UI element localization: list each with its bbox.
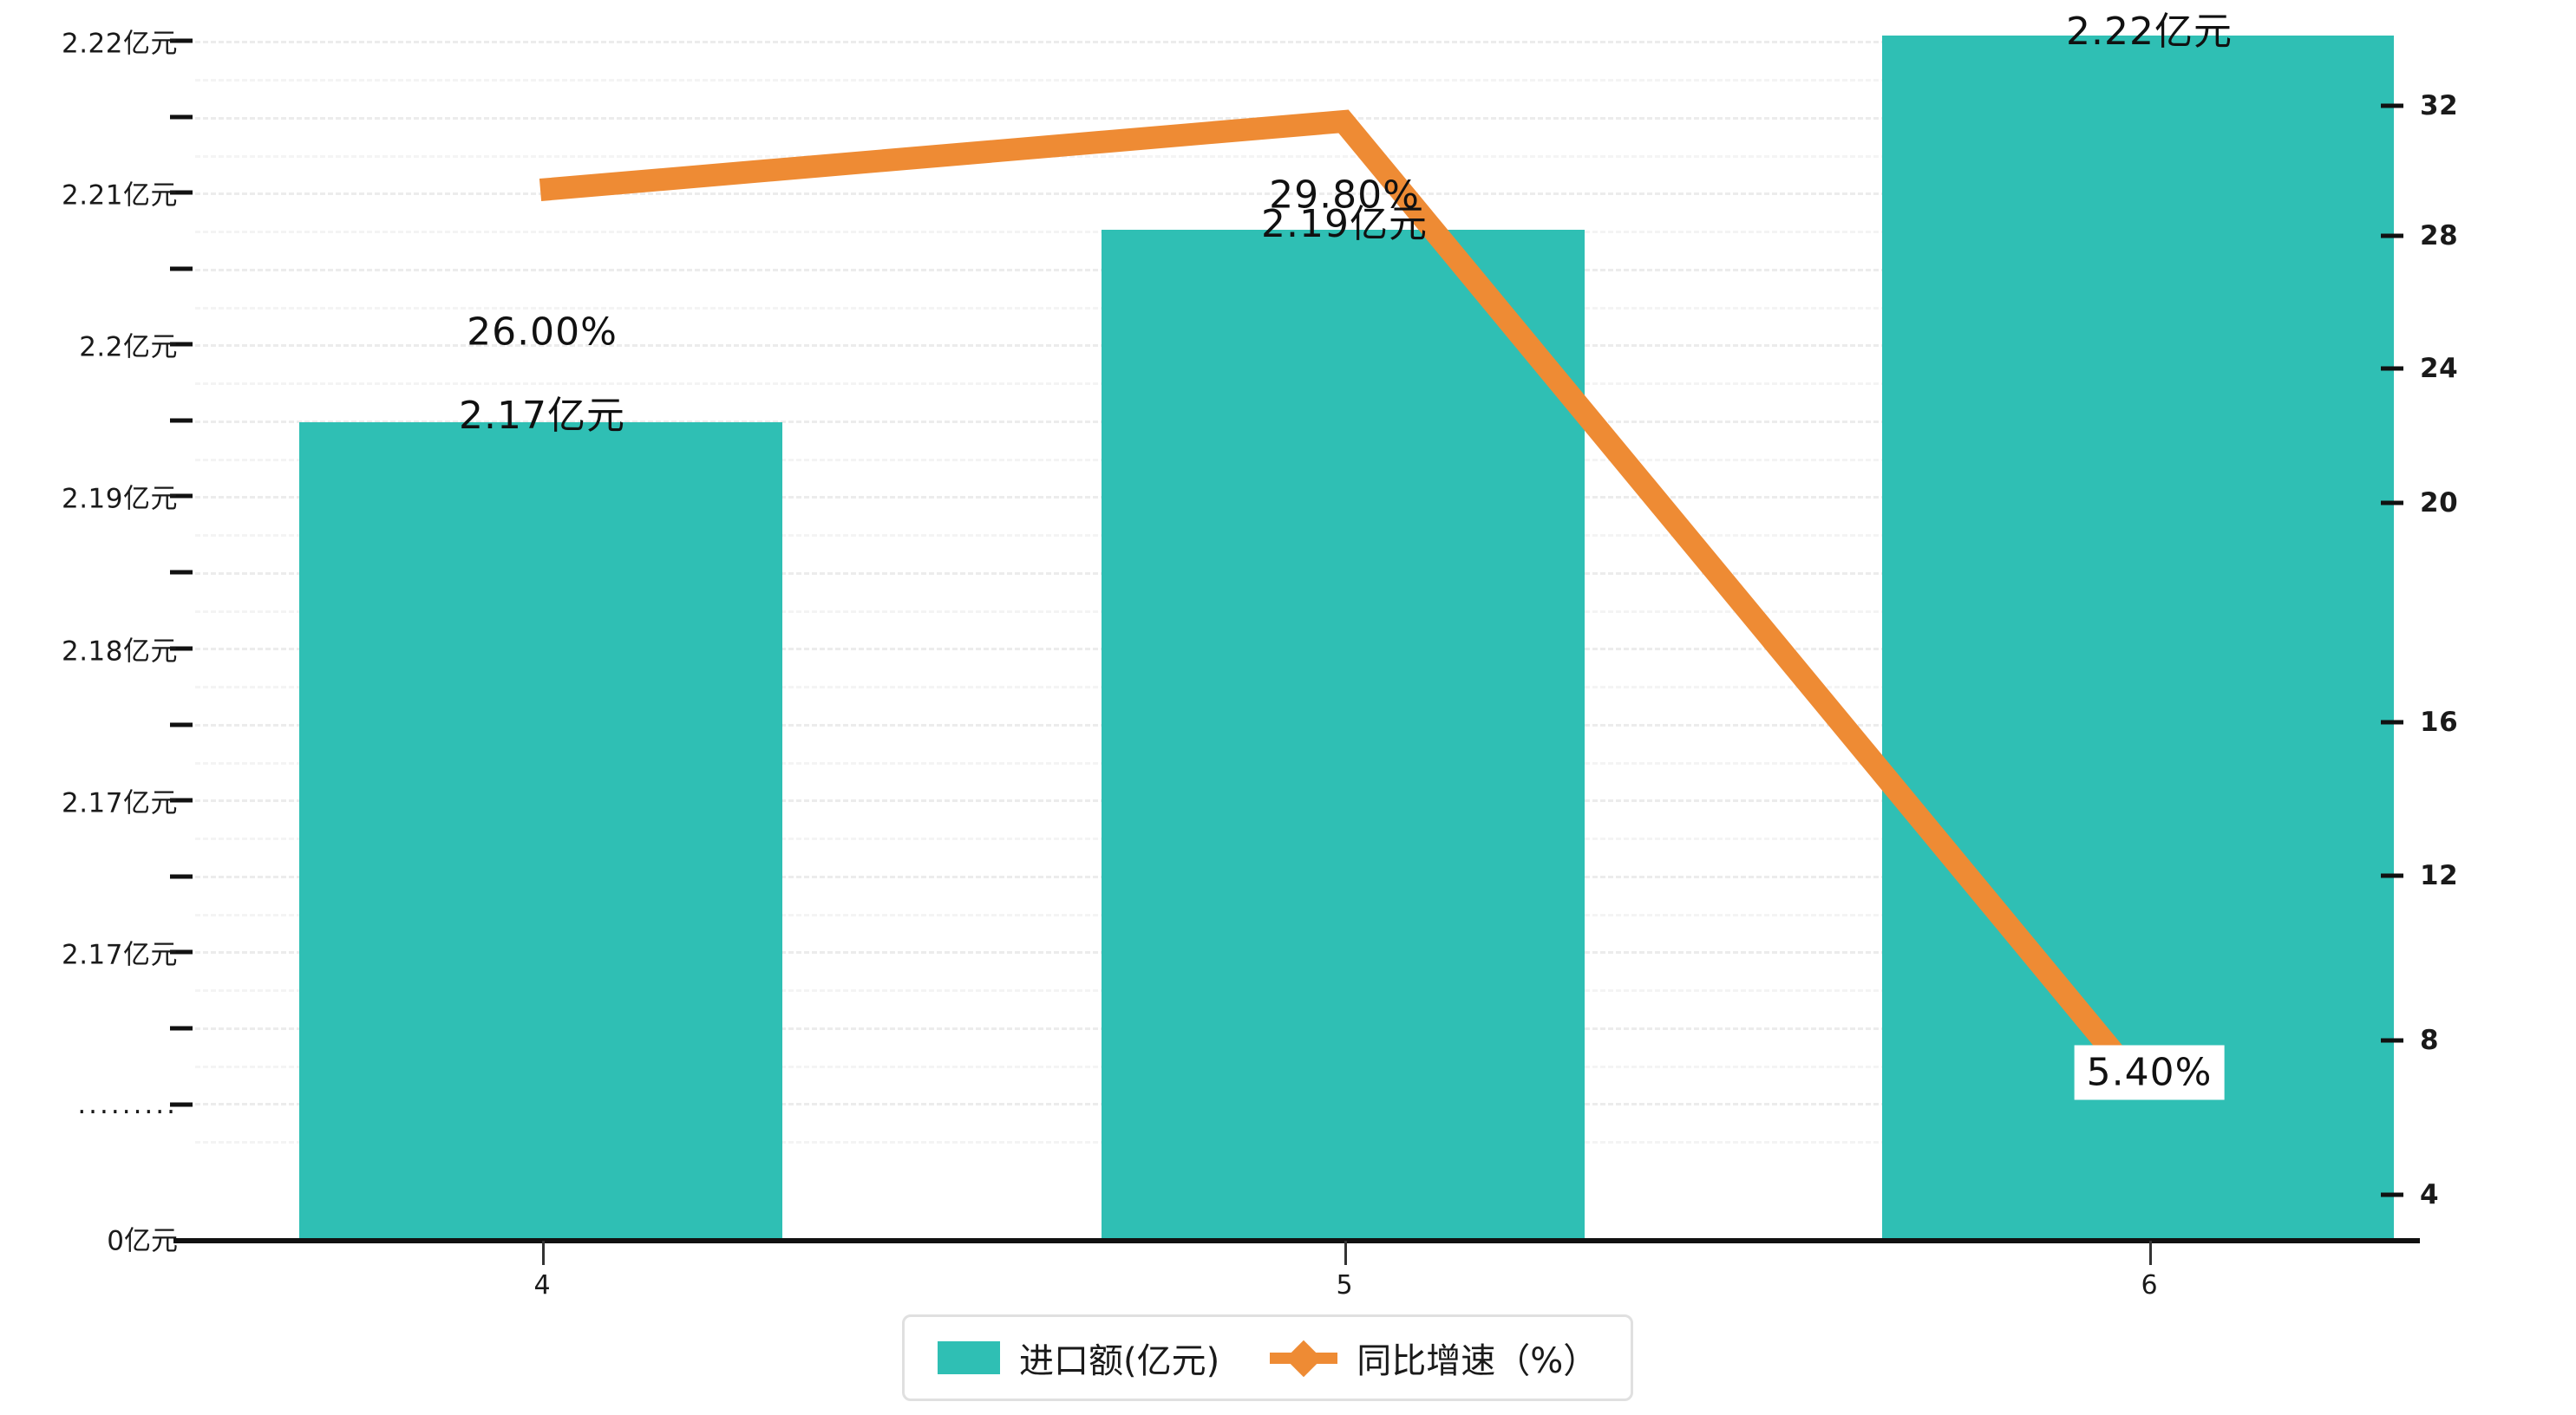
plot-area bbox=[195, 17, 2394, 1240]
left-axis-tick-label-3: 2.19亿元 bbox=[61, 483, 178, 515]
bar-value-label-2: 2.22亿元 bbox=[2066, 10, 2233, 54]
line-series-growth bbox=[539, 109, 2156, 1100]
x-axis-line bbox=[173, 1238, 2420, 1243]
right-tick-dash bbox=[2381, 720, 2403, 725]
legend-bar-swatch-icon bbox=[938, 1341, 1000, 1374]
x-axis-tick-label-1: 5 bbox=[1336, 1270, 1353, 1301]
bar-value-label-1: 2.19亿元 bbox=[1261, 202, 1428, 246]
right-axis-tick-label-32: 32 bbox=[2420, 90, 2459, 121]
left-axis-tick-label-1: 2.21亿元 bbox=[61, 179, 178, 212]
right-axis-tick-label-16: 16 bbox=[2420, 707, 2459, 738]
left-tick-dash bbox=[170, 949, 193, 955]
left-tick-dash bbox=[170, 342, 193, 347]
left-tick-dash bbox=[170, 798, 193, 803]
right-tick-dash bbox=[2381, 1038, 2403, 1043]
right-tick-dash bbox=[2381, 500, 2403, 505]
left-axis-tick-label-4: 2.18亿元 bbox=[61, 636, 178, 668]
right-tick-dash bbox=[2381, 366, 2403, 371]
right-tick-dash bbox=[2381, 1192, 2403, 1197]
left-axis-tick-label-7-ellipsis: ......... bbox=[77, 1089, 178, 1120]
legend-label-import: 进口额(亿元) bbox=[1019, 1341, 1220, 1381]
gridline-major bbox=[195, 41, 2394, 43]
left-axis-tick-label-2: 2.2亿元 bbox=[79, 331, 178, 363]
left-tick-dash bbox=[170, 1102, 193, 1107]
bar-series-import-0[interactable] bbox=[299, 422, 782, 1240]
right-axis-tick-label-12: 12 bbox=[2420, 860, 2459, 891]
right-tick-dash bbox=[2381, 873, 2403, 878]
bar-series-import-1[interactable] bbox=[1102, 230, 1585, 1240]
line-value-label-1: 29.80% bbox=[1269, 173, 1420, 218]
chart-legend: 进口额(亿元) 同比增速（%） bbox=[902, 1314, 1634, 1401]
gridline-minor bbox=[195, 79, 2394, 82]
x-tick-mark bbox=[1344, 1241, 1347, 1265]
x-tick-mark bbox=[2149, 1241, 2152, 1265]
right-axis-tick-label-28: 28 bbox=[2420, 220, 2459, 251]
left-tick-dash bbox=[170, 722, 193, 727]
x-axis-tick-label-0: 4 bbox=[533, 1270, 551, 1301]
left-axis-tick-label-6: 2.17亿元 bbox=[61, 939, 178, 971]
left-tick-dash bbox=[170, 646, 193, 651]
line-value-label-0: 26.00% bbox=[467, 310, 618, 355]
legend-item-growth[interactable]: 同比增速（%） bbox=[1270, 1333, 1598, 1383]
left-axis-tick-label-0: 2.22亿元 bbox=[61, 28, 178, 60]
gridline-minor bbox=[195, 155, 2394, 158]
x-axis-tick-label-2: 6 bbox=[2141, 1270, 2158, 1301]
line-value-label-2: 5.40% bbox=[2074, 1045, 2225, 1100]
x-tick-mark bbox=[542, 1241, 545, 1265]
bar-value-label-0: 2.17亿元 bbox=[459, 394, 625, 438]
right-axis-tick-label-24: 24 bbox=[2420, 353, 2459, 384]
right-axis-tick-label-8: 8 bbox=[2420, 1025, 2440, 1056]
left-tick-dash bbox=[170, 418, 193, 423]
left-tick-dash bbox=[170, 493, 193, 499]
legend-label-growth: 同比增速（%） bbox=[1357, 1341, 1599, 1381]
left-tick-dash bbox=[170, 190, 193, 195]
left-tick-dash bbox=[170, 570, 193, 575]
left-tick-dash bbox=[170, 874, 193, 879]
right-axis-tick-label-20: 20 bbox=[2420, 487, 2459, 518]
gridline-major bbox=[195, 192, 2394, 195]
legend-line-diamond-icon bbox=[1270, 1340, 1338, 1378]
right-tick-dash bbox=[2381, 103, 2403, 108]
right-tick-dash bbox=[2381, 233, 2403, 238]
left-axis-tick-label-5: 2.17亿元 bbox=[61, 787, 178, 819]
legend-item-import[interactable]: 进口额(亿元) bbox=[938, 1333, 1219, 1383]
left-tick-dash bbox=[170, 38, 193, 43]
left-axis-zero-label: 0亿元 bbox=[107, 1225, 178, 1257]
bar-series-import-2[interactable] bbox=[1882, 36, 2394, 1240]
right-axis-tick-label-4: 4 bbox=[2420, 1179, 2440, 1210]
left-tick-dash bbox=[170, 1026, 193, 1031]
left-tick-dash bbox=[170, 114, 193, 120]
line-path-growth bbox=[539, 109, 2156, 1100]
left-tick-dash bbox=[170, 266, 193, 271]
